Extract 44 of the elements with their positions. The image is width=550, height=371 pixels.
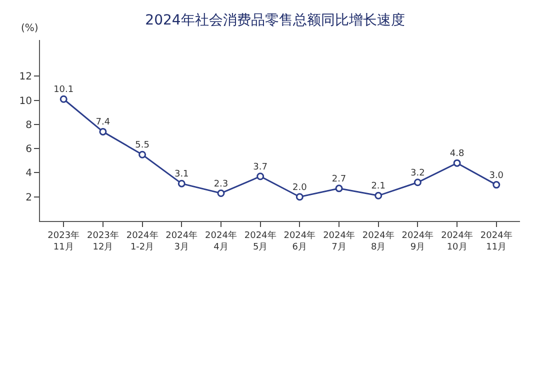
x-tick-label: 2023年 11月 — [48, 230, 80, 252]
x-tick-label: 2024年 9月 — [402, 230, 434, 252]
x-tick-label: 2024年 5月 — [244, 230, 276, 252]
point — [335, 184, 343, 192]
data-label: 3.1 — [174, 170, 189, 180]
x-tick-label: 2024年 4月 — [205, 230, 237, 252]
x-tick-label: 2024年 1-2月 — [126, 230, 158, 252]
data-label: 3.0 — [489, 170, 504, 181]
x-tick-label: 2024年 3月 — [166, 230, 198, 252]
point — [256, 172, 264, 180]
y-tick-label: 8 — [26, 120, 32, 131]
y-tick-label: 2 — [26, 192, 32, 204]
y-tick-label: 6 — [26, 144, 32, 156]
point — [296, 193, 304, 201]
data-label: 3.2 — [410, 168, 425, 178]
data-label: 4.8 — [450, 149, 464, 160]
point — [414, 178, 422, 186]
data-label: 3.7 — [253, 162, 268, 172]
y-tick-label: 10 — [19, 96, 32, 107]
point — [178, 180, 186, 188]
point — [138, 150, 146, 158]
data-label: 7.4 — [96, 118, 110, 128]
x-tick-label: 2024年 7月 — [323, 230, 355, 252]
x-tick-label: 2023年 12月 — [86, 230, 119, 252]
y-tick-label: 12 — [19, 72, 32, 83]
point — [492, 181, 500, 189]
x-tick-label: 2024年 11月 — [480, 230, 512, 252]
data-label: 2.7 — [332, 174, 346, 184]
point — [60, 95, 68, 103]
data-label: 2.0 — [292, 182, 308, 193]
point — [374, 192, 382, 200]
y-tick-label: 4 — [26, 168, 32, 180]
point — [453, 159, 461, 167]
x-tick-label: 2024年 8月 — [362, 230, 394, 252]
chart-title: 2024年社会消费品零售总额同比增长速度 — [145, 12, 405, 29]
data-label: 2.3 — [214, 179, 228, 190]
x-tick-label: 2024年 10月 — [441, 230, 474, 252]
data-label: 5.5 — [135, 140, 150, 151]
x-tick-label: 2024年 6月 — [284, 230, 316, 252]
data-label: 10.1 — [54, 85, 74, 96]
data-label: 2.1 — [371, 182, 386, 192]
y-axis-title: (%) — [21, 23, 38, 34]
point — [217, 190, 225, 197]
point — [99, 128, 107, 136]
